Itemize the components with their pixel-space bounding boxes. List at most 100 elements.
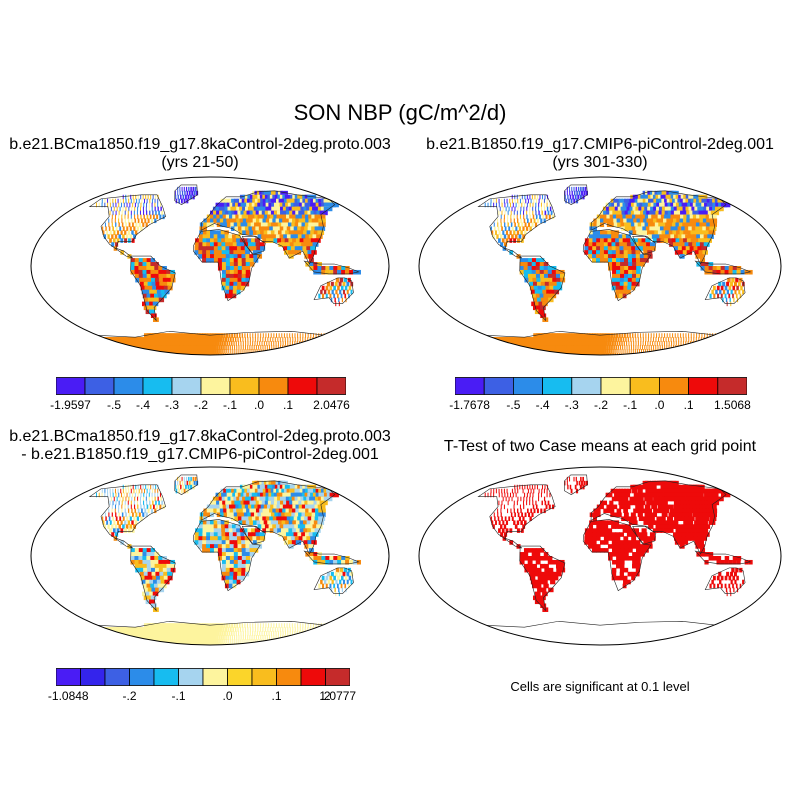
map-cell [191,639,196,644]
map-cell [111,214,113,220]
map-cell [344,575,348,581]
map-cell [313,520,321,525]
map-cell [147,484,149,490]
map-cell [286,623,288,628]
map-cell [294,333,296,338]
map-cell [635,277,641,283]
map-cell [542,301,548,307]
map-cell [535,262,541,267]
map-cell [302,627,304,632]
map-cell [216,345,219,350]
map-cell [246,639,248,644]
map-cell [109,230,112,235]
map-cell [638,214,644,220]
map-cell [239,206,245,212]
map-cell [236,218,242,224]
map-cell [539,258,545,263]
map-cell [139,281,146,287]
map-cell [301,345,303,350]
map-cell [154,559,160,565]
map-cell [226,512,232,518]
map-cell [236,285,241,291]
map-cell [178,488,181,494]
map-cell [297,349,299,354]
map-cell [246,210,252,216]
map-cell [579,484,582,490]
map-cell [612,337,615,342]
map-cell [219,643,221,645]
map-cell [246,202,252,208]
map-cell [626,289,631,295]
map-cell [280,349,282,354]
map-cell [600,345,603,350]
map-cell [158,210,160,216]
map-cell [604,258,609,263]
map-cell [128,496,130,502]
map-cell [220,222,225,228]
map-cell [272,508,279,514]
map-cell [528,349,537,354]
map-cell [342,281,346,287]
map-cell [170,277,176,283]
map-cell [155,587,161,593]
map-cell [122,516,125,521]
map-cell [325,293,328,299]
map-cell [685,246,692,251]
map-cell [206,222,211,228]
map-cell [125,496,127,502]
map-cell [115,512,117,518]
map-cell [641,353,643,355]
map-cell [523,266,529,271]
map-cell [104,341,115,346]
map-cell [256,246,262,251]
map-cell [146,198,148,204]
map-cell [600,234,605,239]
map-cell [257,222,263,228]
map-cells [88,184,361,355]
map-cell [567,333,573,338]
map-cell [593,508,598,514]
map-cell [271,635,273,640]
map-cell [245,567,250,573]
map-cell [274,230,281,235]
map-cell [345,559,350,565]
coastline-africa [582,229,652,302]
map-cell [155,484,157,490]
map-cell [627,285,632,291]
map-cell [532,202,534,208]
map-cell [199,635,203,640]
map-cell [634,333,636,338]
map-cell [144,587,150,593]
map-cell [612,210,617,216]
map-cell [724,269,729,275]
map-cell [251,635,253,640]
map-cell [696,242,702,247]
map-cell [134,349,144,354]
map-cell [520,508,522,514]
map-cell [540,277,546,283]
map-cell [256,536,262,541]
map-cell [140,206,142,212]
map-cell [206,524,211,529]
map-cell [660,504,667,510]
map-cell [733,297,735,303]
map-cell [307,194,317,200]
map-cell [229,337,232,342]
map-cell [217,353,220,355]
map-cell [295,528,302,533]
map-cell [118,512,120,518]
map-cell [215,202,220,208]
map-cell [134,520,138,525]
map-cell [675,353,677,355]
colorbar-box [80,668,106,686]
map-cell [240,285,245,291]
map-cell [699,341,701,346]
map-cell [145,309,152,315]
map-cell [667,214,674,220]
map-cell [175,198,178,204]
map-cell [574,337,580,342]
map-cell [241,250,246,255]
map-cell [224,496,229,502]
map-cell [264,524,271,529]
map-cell [530,198,532,204]
